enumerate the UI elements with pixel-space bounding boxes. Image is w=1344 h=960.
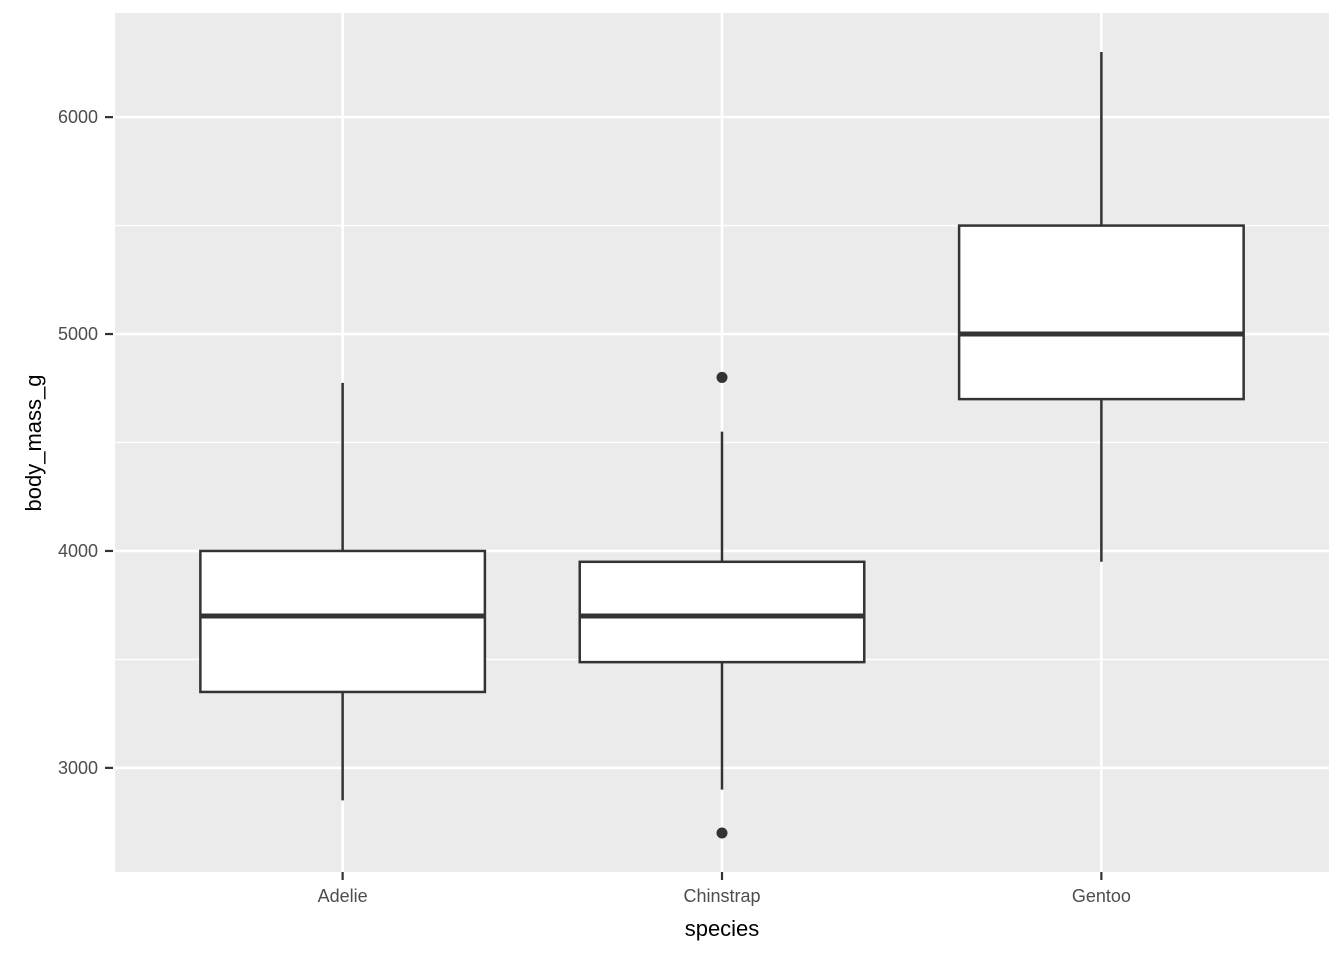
y-axis-tick-label: 4000 — [57, 540, 98, 561]
iqr-box — [578, 560, 866, 664]
x-axis-tick-label-chinstrap: Chinstrap — [683, 886, 761, 906]
outlier-point — [716, 371, 728, 383]
iqr-box — [199, 549, 487, 694]
x-axis-tick-label-adelie: Adelie — [317, 886, 368, 906]
boxplot-gentoo — [957, 52, 1245, 562]
y-axis-tick-label: 3000 — [57, 757, 98, 778]
y-axis-tick-label: 5000 — [57, 324, 98, 345]
boxplot-adelie — [199, 382, 487, 801]
x-axis-tick-label-gentoo: Gentoo — [1071, 886, 1131, 906]
y-axis-tick-label: 6000 — [57, 107, 98, 128]
y-axis-title: body_mass_g — [21, 374, 46, 511]
x-axis-title: species — [684, 916, 760, 941]
outlier-point — [716, 827, 728, 839]
boxplot-chinstrap — [578, 371, 866, 839]
iqr-box — [957, 224, 1245, 401]
